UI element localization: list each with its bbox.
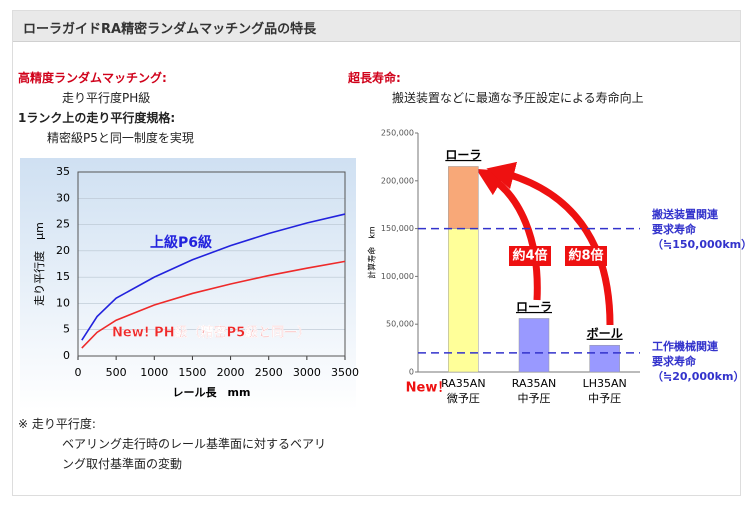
x-tick-sublabel: 微予圧: [447, 391, 480, 405]
y-tick-label: 200,000: [381, 176, 414, 185]
series-label: 上級P6級: [150, 234, 212, 251]
x-tick-label: RA35AN: [512, 377, 556, 390]
y-tick-label: 100,000: [381, 272, 414, 281]
header: ローラガイドRA精密ランダムマッチング品の特長: [13, 11, 740, 42]
series-line: [81, 213, 346, 341]
y-axis-label: 走り平行度 μm: [32, 222, 46, 306]
heading: 1ランク上の走り平行度規格:: [18, 111, 176, 125]
header-title: ローラガイドRA精密ランダムマッチング品の特長: [23, 22, 317, 37]
reference-label: 搬送装置関連: [652, 207, 719, 221]
x-tick-label: 3000: [293, 366, 321, 379]
reference-label: 要求寿命: [652, 354, 697, 368]
text: 搬送装置などに最適な予圧設定による寿命向上: [392, 91, 644, 105]
x-tick-label: 1500: [178, 366, 206, 379]
x-tick-label: 3500: [331, 366, 359, 379]
note-label: ※ 走り平行度:: [18, 417, 96, 431]
x-tick-sublabel: 中予圧: [588, 392, 621, 405]
annotation-box: [509, 246, 551, 266]
series-line: [81, 260, 346, 349]
bar-label: ローラ: [516, 300, 552, 314]
bar: [448, 166, 479, 229]
y-tick-label: 5: [63, 323, 70, 336]
x-tick-label: 0: [75, 366, 82, 379]
arrow: [486, 161, 614, 326]
arrow: [475, 168, 541, 301]
bar: [589, 344, 620, 373]
x-axis-label: レール長 mm: [173, 386, 251, 399]
y-tick-label: 25: [56, 218, 70, 231]
y-tick-label: 150,000: [381, 224, 414, 233]
x-tick-label: 2500: [255, 366, 283, 379]
y-tick-label: 0: [409, 368, 414, 377]
y-tick-label: 20: [56, 244, 70, 257]
annotation: 約4倍: [512, 248, 547, 264]
x-tick-label: 2000: [217, 366, 245, 379]
reference-label: 要求寿命: [652, 222, 697, 236]
plot-frame: [77, 171, 346, 357]
y-axis-label: 計算寿命 km: [367, 226, 377, 279]
text: 精密級P5と同一制度を実現: [47, 131, 194, 145]
reference-label: （≒20,000km）: [652, 370, 744, 383]
y-tick-label: 10: [56, 296, 70, 309]
annotation: New！: [406, 381, 451, 396]
bar: [518, 318, 550, 373]
x-tick-sublabel: 中予圧: [518, 392, 551, 405]
bar-label: ローラ: [445, 148, 481, 162]
reference-label: 工作機械関連: [652, 339, 719, 353]
y-tick-label: 15: [56, 270, 70, 283]
y-tick-label: 30: [56, 191, 70, 204]
y-tick-label: 35: [56, 165, 70, 178]
x-tick-label: 500: [106, 366, 127, 379]
y-tick-label: 50,000: [386, 320, 414, 329]
frame: [12, 10, 741, 496]
bar: [448, 228, 479, 373]
heading: 高精度ランダムマッチング:: [18, 71, 167, 85]
series-label: New! PH級（精密P5級と同一）: [112, 325, 310, 341]
note-text: ベアリング走行時のレール基準面に対するベアリ: [62, 437, 327, 451]
bar-label: ボール: [587, 326, 623, 341]
x-tick-label: 1000: [140, 366, 168, 379]
chart-background: [20, 158, 356, 410]
reference-label: （≒150,000km）: [652, 238, 750, 251]
note-text: ング取付基準面の変動: [62, 457, 183, 471]
heading: 超長寿命:: [348, 71, 401, 85]
text: 走り平行度PH級: [62, 91, 151, 105]
x-tick-label: RA35AN: [441, 377, 485, 390]
y-tick-label: 250,000: [381, 129, 414, 138]
y-tick-label: 0: [63, 349, 70, 362]
x-tick-label: LH35AN: [583, 377, 627, 390]
annotation: 約8倍: [568, 248, 603, 264]
annotation-box: [565, 246, 607, 266]
